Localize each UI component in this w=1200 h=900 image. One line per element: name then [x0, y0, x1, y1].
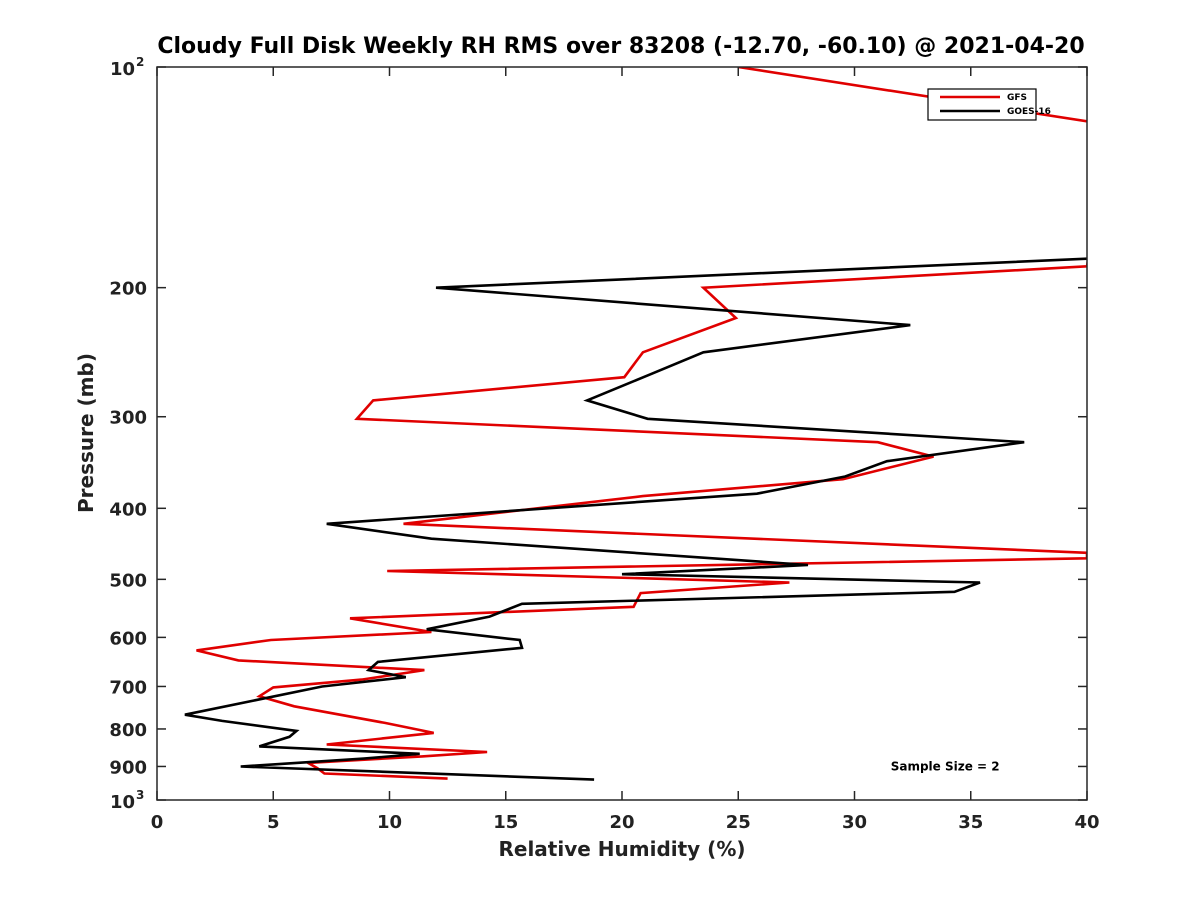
y-tick-label-exponent: 2: [136, 55, 144, 69]
y-tick-label: 700: [109, 677, 147, 698]
x-tick-label: 5: [267, 812, 280, 833]
plot-frame: [156, 66, 1088, 801]
legend-label-goes16: GOES-16: [1007, 107, 1051, 117]
y-tick-label: 500: [109, 570, 147, 591]
x-tick-label: 10: [377, 812, 402, 833]
y-tick-label: 400: [109, 499, 147, 520]
x-tick-label: 40: [1074, 812, 1099, 833]
series-layer: [184, 67, 1087, 781]
x-tick-label: 35: [958, 812, 983, 833]
legend-box: [927, 88, 1037, 121]
y-axis-label: Pressure (mb): [74, 353, 98, 513]
y-tick-label-base: 10: [110, 59, 135, 80]
plot-area: [156, 66, 1088, 801]
legend: GFS GOES-16: [927, 88, 1051, 121]
y-tick-label: 800: [109, 720, 147, 741]
y-tick-label: 300: [109, 408, 147, 429]
x-tick-label: 0: [151, 812, 164, 833]
chart-title: Cloudy Full Disk Weekly RH RMS over 8320…: [157, 34, 1084, 59]
y-tick-label: 200: [109, 279, 147, 300]
y-tick-label-base: 10: [110, 792, 135, 813]
series-line-goes16: [184, 257, 1087, 781]
x-axis-ticks: 0 5 10 15 20 25 30 35 40: [151, 67, 1100, 833]
x-tick-label: 30: [842, 812, 867, 833]
y-tick-label: 600: [109, 628, 147, 649]
x-tick-label: 20: [609, 812, 634, 833]
y-tick-label: 900: [109, 757, 147, 778]
legend-label-gfs: GFS: [1007, 93, 1027, 103]
series-line-gfs: [196, 67, 1087, 780]
x-tick-label: 15: [493, 812, 518, 833]
x-tick-label: 25: [726, 812, 751, 833]
x-axis-label: Relative Humidity (%): [498, 837, 745, 861]
sample-size-annotation: Sample Size = 2: [891, 759, 1000, 773]
y-tick-label-exponent: 3: [136, 788, 144, 802]
